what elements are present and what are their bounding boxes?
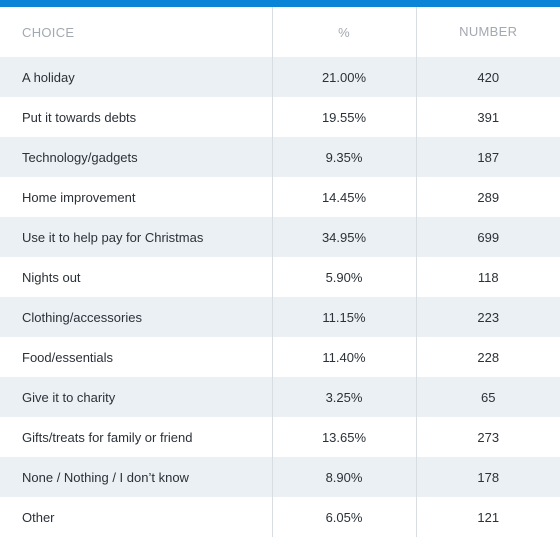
table-row: A holiday 21.00% 420 — [0, 57, 560, 97]
cell-choice: Technology/gadgets — [0, 137, 273, 177]
cell-number: 187 — [477, 149, 500, 165]
cell-choice: Put it towards debts — [0, 97, 273, 137]
cell-number: 118 — [477, 269, 499, 285]
cell-choice: Other — [0, 497, 273, 537]
cell-percent: 13.65% — [272, 417, 417, 457]
column-header-percent: % — [272, 7, 417, 57]
cell-percent: 21.00% — [272, 57, 417, 97]
table-row: Put it towards debts 19.55% 391 — [0, 97, 560, 137]
table-row: Use it to help pay for Christmas 34.95% … — [0, 217, 560, 257]
cell-percent: 19.55% — [272, 97, 417, 137]
accent-top-bar — [0, 0, 560, 7]
cell-choice: Nights out — [0, 257, 273, 297]
table-row: Home improvement 14.45% 289 — [0, 177, 560, 217]
cell-choice: None / Nothing / I don’t know — [0, 457, 273, 497]
cell-choice: Give it to charity — [0, 377, 273, 417]
cell-number: 178 — [477, 469, 500, 485]
table-row: Nights out 5.90% 118 — [0, 257, 560, 297]
cell-choice: Home improvement — [0, 177, 273, 217]
table-row: Food/essentials 11.40% 228 — [0, 337, 560, 377]
cell-number: 699 — [477, 229, 500, 245]
cell-choice: Use it to help pay for Christmas — [0, 217, 273, 257]
table-row: Give it to charity 3.25% 65 — [0, 377, 560, 417]
table-row: None / Nothing / I don’t know 8.90% 178 — [0, 457, 560, 497]
column-header-choice: CHOICE — [0, 7, 273, 57]
table-row: Gifts/treats for family or friend 13.65%… — [0, 417, 560, 457]
cell-number: 223 — [477, 309, 500, 325]
cell-choice: Gifts/treats for family or friend — [0, 417, 273, 457]
cell-percent: 6.05% — [272, 497, 417, 537]
cell-number: 420 — [477, 69, 500, 85]
cell-number: 289 — [477, 189, 500, 205]
cell-number: 391 — [477, 109, 500, 125]
cell-choice: A holiday — [0, 57, 273, 97]
cell-number: 273 — [477, 429, 500, 445]
cell-number: 228 — [477, 349, 500, 365]
table-row: Technology/gadgets 9.35% 187 — [0, 137, 560, 177]
cell-percent: 11.40% — [272, 337, 417, 377]
cell-number: 121 — [477, 509, 500, 525]
cell-percent: 8.90% — [272, 457, 417, 497]
cell-percent: 14.45% — [272, 177, 417, 217]
cell-percent: 34.95% — [272, 217, 417, 257]
results-table-container: CHOICE % NUMBER A holiday 21.00% 420 Put… — [0, 7, 560, 538]
table-header-row: CHOICE % NUMBER — [0, 7, 560, 57]
cell-percent: 3.25% — [272, 377, 417, 417]
results-table: CHOICE % NUMBER A holiday 21.00% 420 Put… — [0, 7, 560, 537]
table-row: Clothing/accessories 11.15% 223 — [0, 297, 560, 337]
cell-number: 65 — [481, 389, 496, 405]
cell-percent: 5.90% — [272, 257, 417, 297]
cell-percent: 11.15% — [272, 297, 417, 337]
cell-percent: 9.35% — [272, 137, 417, 177]
table-row: Other 6.05% 121 — [0, 497, 560, 537]
column-header-number: NUMBER — [459, 24, 518, 39]
cell-choice: Clothing/accessories — [0, 297, 273, 337]
cell-choice: Food/essentials — [0, 337, 273, 377]
